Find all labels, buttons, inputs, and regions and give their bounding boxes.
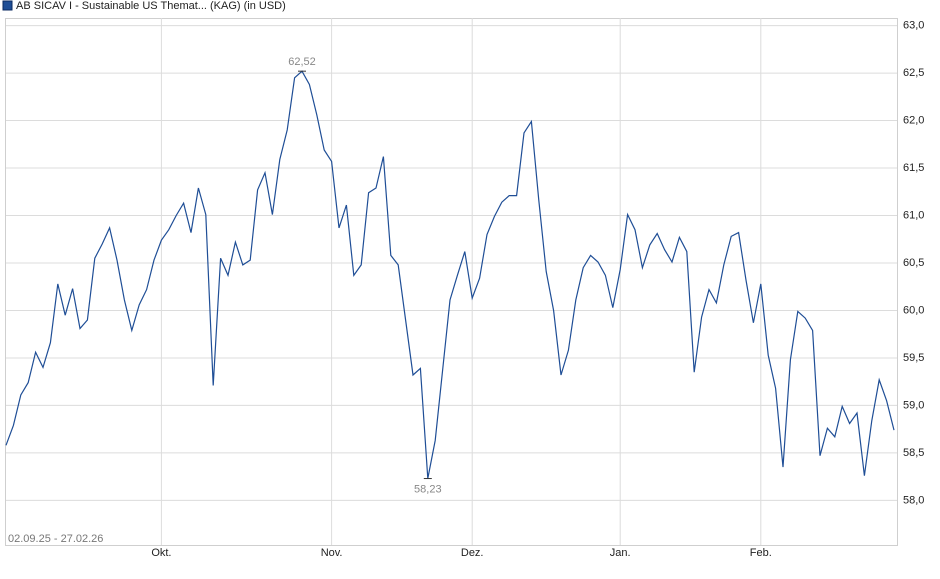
y-tick-label: 61,0 (903, 209, 924, 221)
y-tick-label: 59,0 (903, 399, 924, 411)
x-tick-label: Jan. (610, 547, 631, 559)
y-tick-label: 62,5 (903, 67, 924, 79)
annotation-label: 62,52 (288, 56, 316, 68)
y-tick-label: 58,5 (903, 447, 924, 459)
y-tick-label: 62,0 (903, 114, 924, 126)
x-tick-label: Okt. (151, 547, 171, 559)
legend-swatch (2, 0, 13, 11)
y-tick-label: 60,5 (903, 257, 924, 269)
y-tick-label: 58,0 (903, 494, 924, 506)
plot-frame (5, 18, 898, 546)
legend-label: AB SICAV I - Sustainable US Themat... (K… (16, 0, 286, 12)
y-tick-label: 61,5 (903, 162, 924, 174)
date-range: 02.09.25 - 27.02.26 (8, 533, 103, 545)
y-tick-label: 63,0 (903, 20, 924, 32)
x-tick-label: Nov. (321, 547, 343, 559)
x-tick-label: Feb. (750, 547, 772, 559)
annotation-label: 58,23 (414, 483, 442, 495)
y-tick-label: 59,5 (903, 352, 924, 364)
price-line (5, 70, 895, 479)
y-tick-label: 60,0 (903, 304, 924, 316)
x-tick-label: Dez. (461, 547, 484, 559)
